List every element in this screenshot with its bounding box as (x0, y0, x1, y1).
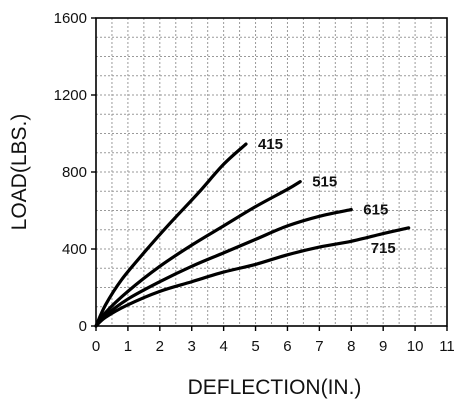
y-tick-label: 800 (62, 164, 87, 181)
y-tick-label: 1600 (54, 10, 87, 27)
x-tick-label: 3 (188, 338, 196, 355)
series-line-615 (94, 207, 353, 328)
series-labels: 415 515 615 715 (258, 136, 396, 257)
y-axis-tick-labels: 0 400 800 1200 1600 (54, 10, 96, 335)
grid (96, 18, 447, 326)
x-tick-label: 0 (92, 338, 100, 355)
y-tick-label: 400 (62, 241, 87, 258)
y-tick-label: 0 (79, 318, 87, 335)
x-tick-label: 5 (251, 338, 259, 355)
x-tick-label: 4 (219, 338, 227, 355)
series-line-515 (94, 180, 302, 328)
x-axis-tick-labels: 0 1 2 3 4 5 6 7 8 9 10 11 (92, 326, 455, 355)
y-axis-title: LOAD(LBS.) (8, 114, 31, 231)
x-tick-label: 2 (156, 338, 164, 355)
series-label-615: 615 (363, 202, 388, 219)
x-tick-label: 9 (379, 338, 387, 355)
series-label-515: 515 (312, 174, 337, 191)
x-tick-label: 6 (283, 338, 291, 355)
series-line-715 (94, 226, 411, 328)
x-axis-title: DEFLECTION(IN.) (188, 376, 362, 399)
series-label-415: 415 (258, 136, 283, 153)
y-tick-label: 1200 (54, 87, 87, 104)
series-lines (94, 142, 411, 328)
series-label-715: 715 (371, 240, 396, 257)
series-line-415 (94, 142, 248, 328)
x-tick-label: 1 (124, 338, 132, 355)
x-tick-label: 11 (439, 338, 455, 355)
x-tick-label: 8 (347, 338, 355, 355)
x-tick-label: 10 (407, 338, 424, 355)
x-tick-label: 7 (315, 338, 323, 355)
